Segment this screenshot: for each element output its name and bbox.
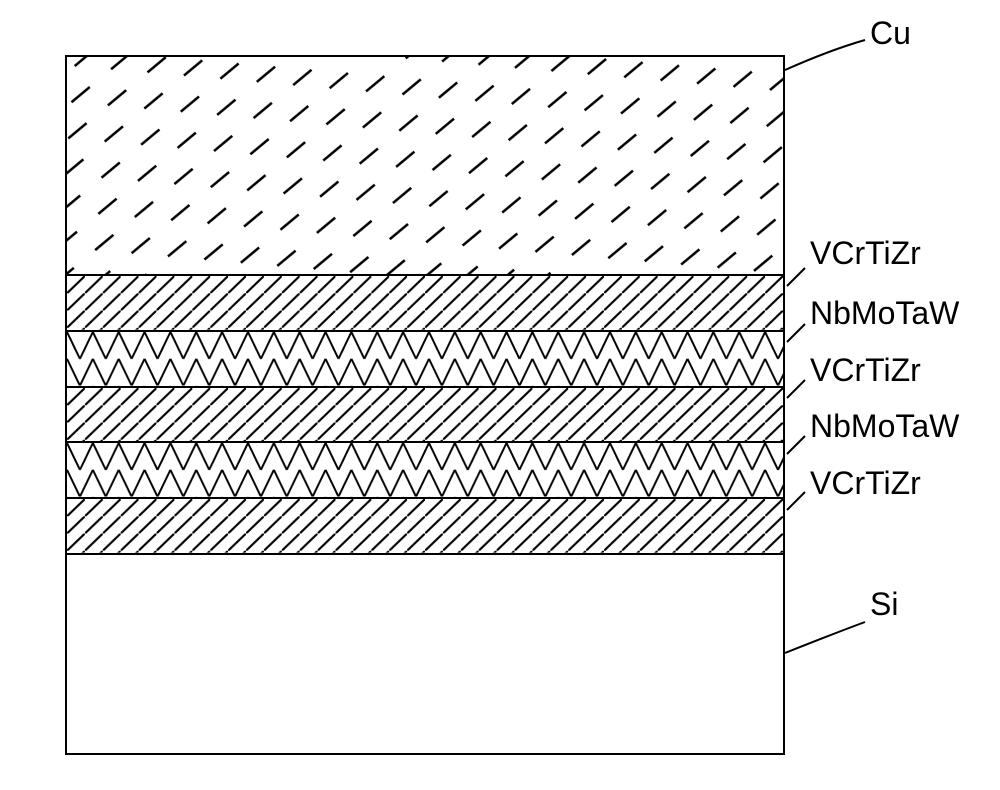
si-layer	[67, 555, 783, 753]
vcrtizr-layer-3	[67, 499, 783, 555]
label-vcrtizr-2: VCrTiZr	[810, 352, 921, 389]
label-si: Si	[870, 586, 898, 623]
cu-layer	[67, 57, 783, 276]
layer-stack	[65, 55, 785, 755]
vcrtizr-layer-1	[67, 276, 783, 332]
layer-diagram	[65, 55, 785, 755]
nbmotaw-layer-1	[67, 332, 783, 388]
label-vcrtizr-3: VCrTiZr	[810, 465, 921, 502]
label-nbmotaw-2: NbMoTaW	[810, 408, 959, 445]
label-cu: Cu	[870, 15, 911, 52]
nbmotaw-layer-2	[67, 443, 783, 499]
label-nbmotaw-1: NbMoTaW	[810, 295, 959, 332]
label-vcrtizr-1: VCrTiZr	[810, 235, 921, 272]
vcrtizr-layer-2	[67, 388, 783, 444]
